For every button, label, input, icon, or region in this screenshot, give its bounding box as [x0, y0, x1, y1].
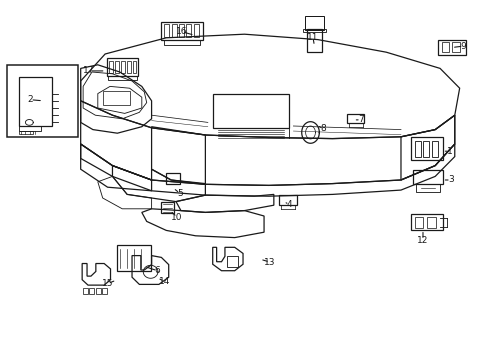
Bar	[212, 94, 288, 128]
Text: 12: 12	[416, 235, 428, 245]
Text: 10: 10	[171, 212, 183, 221]
Bar	[102, 288, 107, 294]
Text: 15: 15	[102, 279, 113, 288]
Bar	[83, 288, 88, 294]
Bar	[126, 61, 130, 73]
Text: 9: 9	[460, 41, 466, 50]
Bar	[132, 61, 136, 73]
Bar	[426, 217, 435, 228]
Text: 16: 16	[176, 27, 187, 36]
Bar	[193, 24, 198, 37]
Bar	[179, 24, 183, 37]
Bar	[115, 61, 119, 73]
Bar	[431, 141, 437, 157]
Text: 3: 3	[447, 175, 453, 184]
Bar	[19, 77, 52, 126]
Bar	[423, 141, 428, 157]
Bar	[186, 24, 191, 37]
Bar	[164, 24, 169, 37]
Text: 13: 13	[264, 258, 275, 266]
Text: 5: 5	[177, 189, 183, 198]
Bar	[414, 141, 420, 157]
Bar	[19, 131, 33, 134]
Text: 1: 1	[446, 147, 452, 156]
Text: 6: 6	[154, 266, 160, 275]
Text: 11: 11	[306, 32, 318, 41]
Text: 4: 4	[286, 200, 292, 209]
Bar	[441, 42, 448, 52]
Bar	[109, 61, 113, 73]
Text: 8: 8	[320, 124, 326, 133]
Text: 17: 17	[83, 66, 95, 75]
Text: 7: 7	[357, 115, 363, 124]
Text: 2: 2	[27, 95, 33, 104]
Bar	[451, 42, 459, 52]
Bar	[171, 24, 176, 37]
Bar	[19, 126, 41, 131]
Bar	[7, 65, 78, 137]
Bar	[96, 288, 101, 294]
Bar	[414, 217, 423, 228]
Bar	[89, 288, 94, 294]
Bar	[121, 61, 124, 73]
Bar	[102, 91, 129, 105]
Text: 14: 14	[159, 277, 170, 286]
